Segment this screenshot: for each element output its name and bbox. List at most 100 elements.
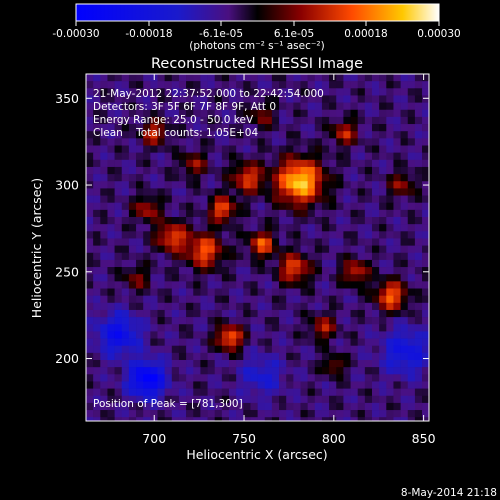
heatmap-cell	[364, 224, 373, 232]
heatmap-cell	[271, 309, 280, 318]
heatmap-cell	[300, 338, 308, 346]
plot-frame	[85, 73, 430, 422]
heatmap-cell	[93, 224, 101, 232]
heatmap-cell	[329, 124, 337, 132]
heatmap-cell	[214, 374, 223, 382]
heatmap-cell	[186, 302, 194, 311]
heatmap-cell	[279, 245, 287, 254]
heatmap-cell	[186, 309, 194, 318]
heatmap-cell	[114, 131, 123, 139]
heatmap-cell	[93, 252, 101, 261]
heatmap-cell	[107, 309, 115, 318]
heatmap-cell	[286, 174, 294, 182]
heatmap-cell	[393, 188, 401, 196]
heatmap-cell	[121, 324, 130, 332]
heatmap-cell	[343, 338, 351, 346]
heatmap-cell	[364, 360, 373, 368]
heatmap-cell	[136, 109, 144, 118]
heatmap-cell	[386, 188, 394, 196]
heatmap-cell	[243, 324, 251, 332]
heatmap-cell	[100, 81, 108, 89]
heatmap-cell	[143, 288, 151, 296]
heatmap-cell	[128, 367, 137, 375]
heatmap-cell	[286, 317, 294, 325]
heatmap-cell	[114, 116, 123, 125]
heatmap-cell	[186, 338, 194, 346]
heatmap-cell	[336, 395, 344, 404]
heatmap-cell	[107, 352, 115, 361]
heatmap-cell	[357, 124, 366, 132]
heatmap-cell	[364, 109, 373, 118]
heatmap-cell	[257, 331, 266, 339]
heatmap-cell	[178, 402, 187, 411]
heatmap-cell	[407, 259, 416, 268]
heatmap-cell	[364, 324, 373, 332]
heatmap-cell	[100, 360, 108, 368]
heatmap-cell	[350, 288, 358, 296]
heatmap-cell	[372, 124, 380, 132]
heatmap-cell	[93, 324, 101, 332]
colorbar-tick-label: 0.00030	[417, 28, 460, 40]
heatmap-cell	[229, 267, 237, 275]
heatmap-cell	[400, 324, 409, 332]
heatmap-cell	[271, 109, 280, 118]
heatmap-cell	[271, 88, 280, 96]
heatmap-cell	[207, 295, 215, 304]
heatmap-cell	[293, 231, 301, 239]
heatmap-cell	[157, 331, 165, 339]
heatmap-cell	[86, 302, 94, 311]
heatmap-cell	[257, 317, 266, 325]
heatmap-cell	[229, 217, 237, 225]
heatmap-cell	[150, 124, 158, 132]
heatmap-cell	[164, 131, 173, 139]
heatmap-cell	[150, 138, 158, 146]
heatmap-cell	[243, 274, 251, 282]
heatmap-cell	[143, 309, 151, 318]
heatmap-cell	[407, 402, 416, 411]
heatmap-cell	[343, 145, 351, 153]
heatmap-cell	[329, 209, 337, 218]
heatmap-cell	[229, 352, 237, 361]
heatmap-cell	[357, 131, 366, 139]
heatmap-cell	[393, 238, 401, 246]
heatmap-cell	[236, 338, 244, 346]
heatmap-cell	[128, 245, 137, 254]
heatmap-cell	[150, 88, 158, 96]
heatmap-cell	[128, 410, 137, 418]
heatmap-cell	[243, 345, 251, 354]
heatmap-cell	[379, 102, 387, 111]
heatmap-cell	[243, 352, 251, 361]
heatmap-cell	[150, 367, 158, 375]
observation-annotations: 21-May-2012 22:37:52.000 to 22:42:54.000…	[93, 88, 324, 410]
heatmap-cell	[121, 302, 130, 311]
heatmap-cell	[393, 360, 401, 368]
heatmap-cell	[300, 324, 308, 332]
heatmap-cell	[379, 95, 387, 103]
heatmap-cell	[414, 181, 423, 189]
heatmap-cell	[307, 174, 316, 182]
heatmap-cell	[121, 395, 130, 404]
heatmap-cell	[86, 231, 94, 239]
heatmap-cell	[86, 395, 94, 404]
heatmap-cell	[414, 217, 423, 225]
heatmap-cell	[393, 209, 401, 218]
heatmap-cell	[343, 224, 351, 232]
heatmap-cell	[336, 388, 344, 397]
heatmap-cell	[171, 231, 180, 239]
heatmap-cell	[407, 181, 416, 189]
heatmap-cell	[200, 195, 208, 203]
heatmap-cell	[178, 224, 187, 232]
heatmap-cell	[128, 131, 137, 139]
heatmap-cell	[393, 395, 401, 404]
heatmap-cell	[364, 188, 373, 196]
heatmap-cell	[422, 88, 429, 96]
heatmap-cell	[286, 81, 294, 89]
heatmap-cell	[422, 295, 429, 304]
heatmap-cell	[307, 109, 316, 118]
heatmap-cell	[350, 138, 358, 146]
heatmap-cell	[372, 195, 380, 203]
heatmap-cell	[364, 309, 373, 318]
heatmap-cell	[150, 295, 158, 304]
heatmap-cell	[357, 288, 366, 296]
heatmap-cell	[271, 95, 280, 103]
